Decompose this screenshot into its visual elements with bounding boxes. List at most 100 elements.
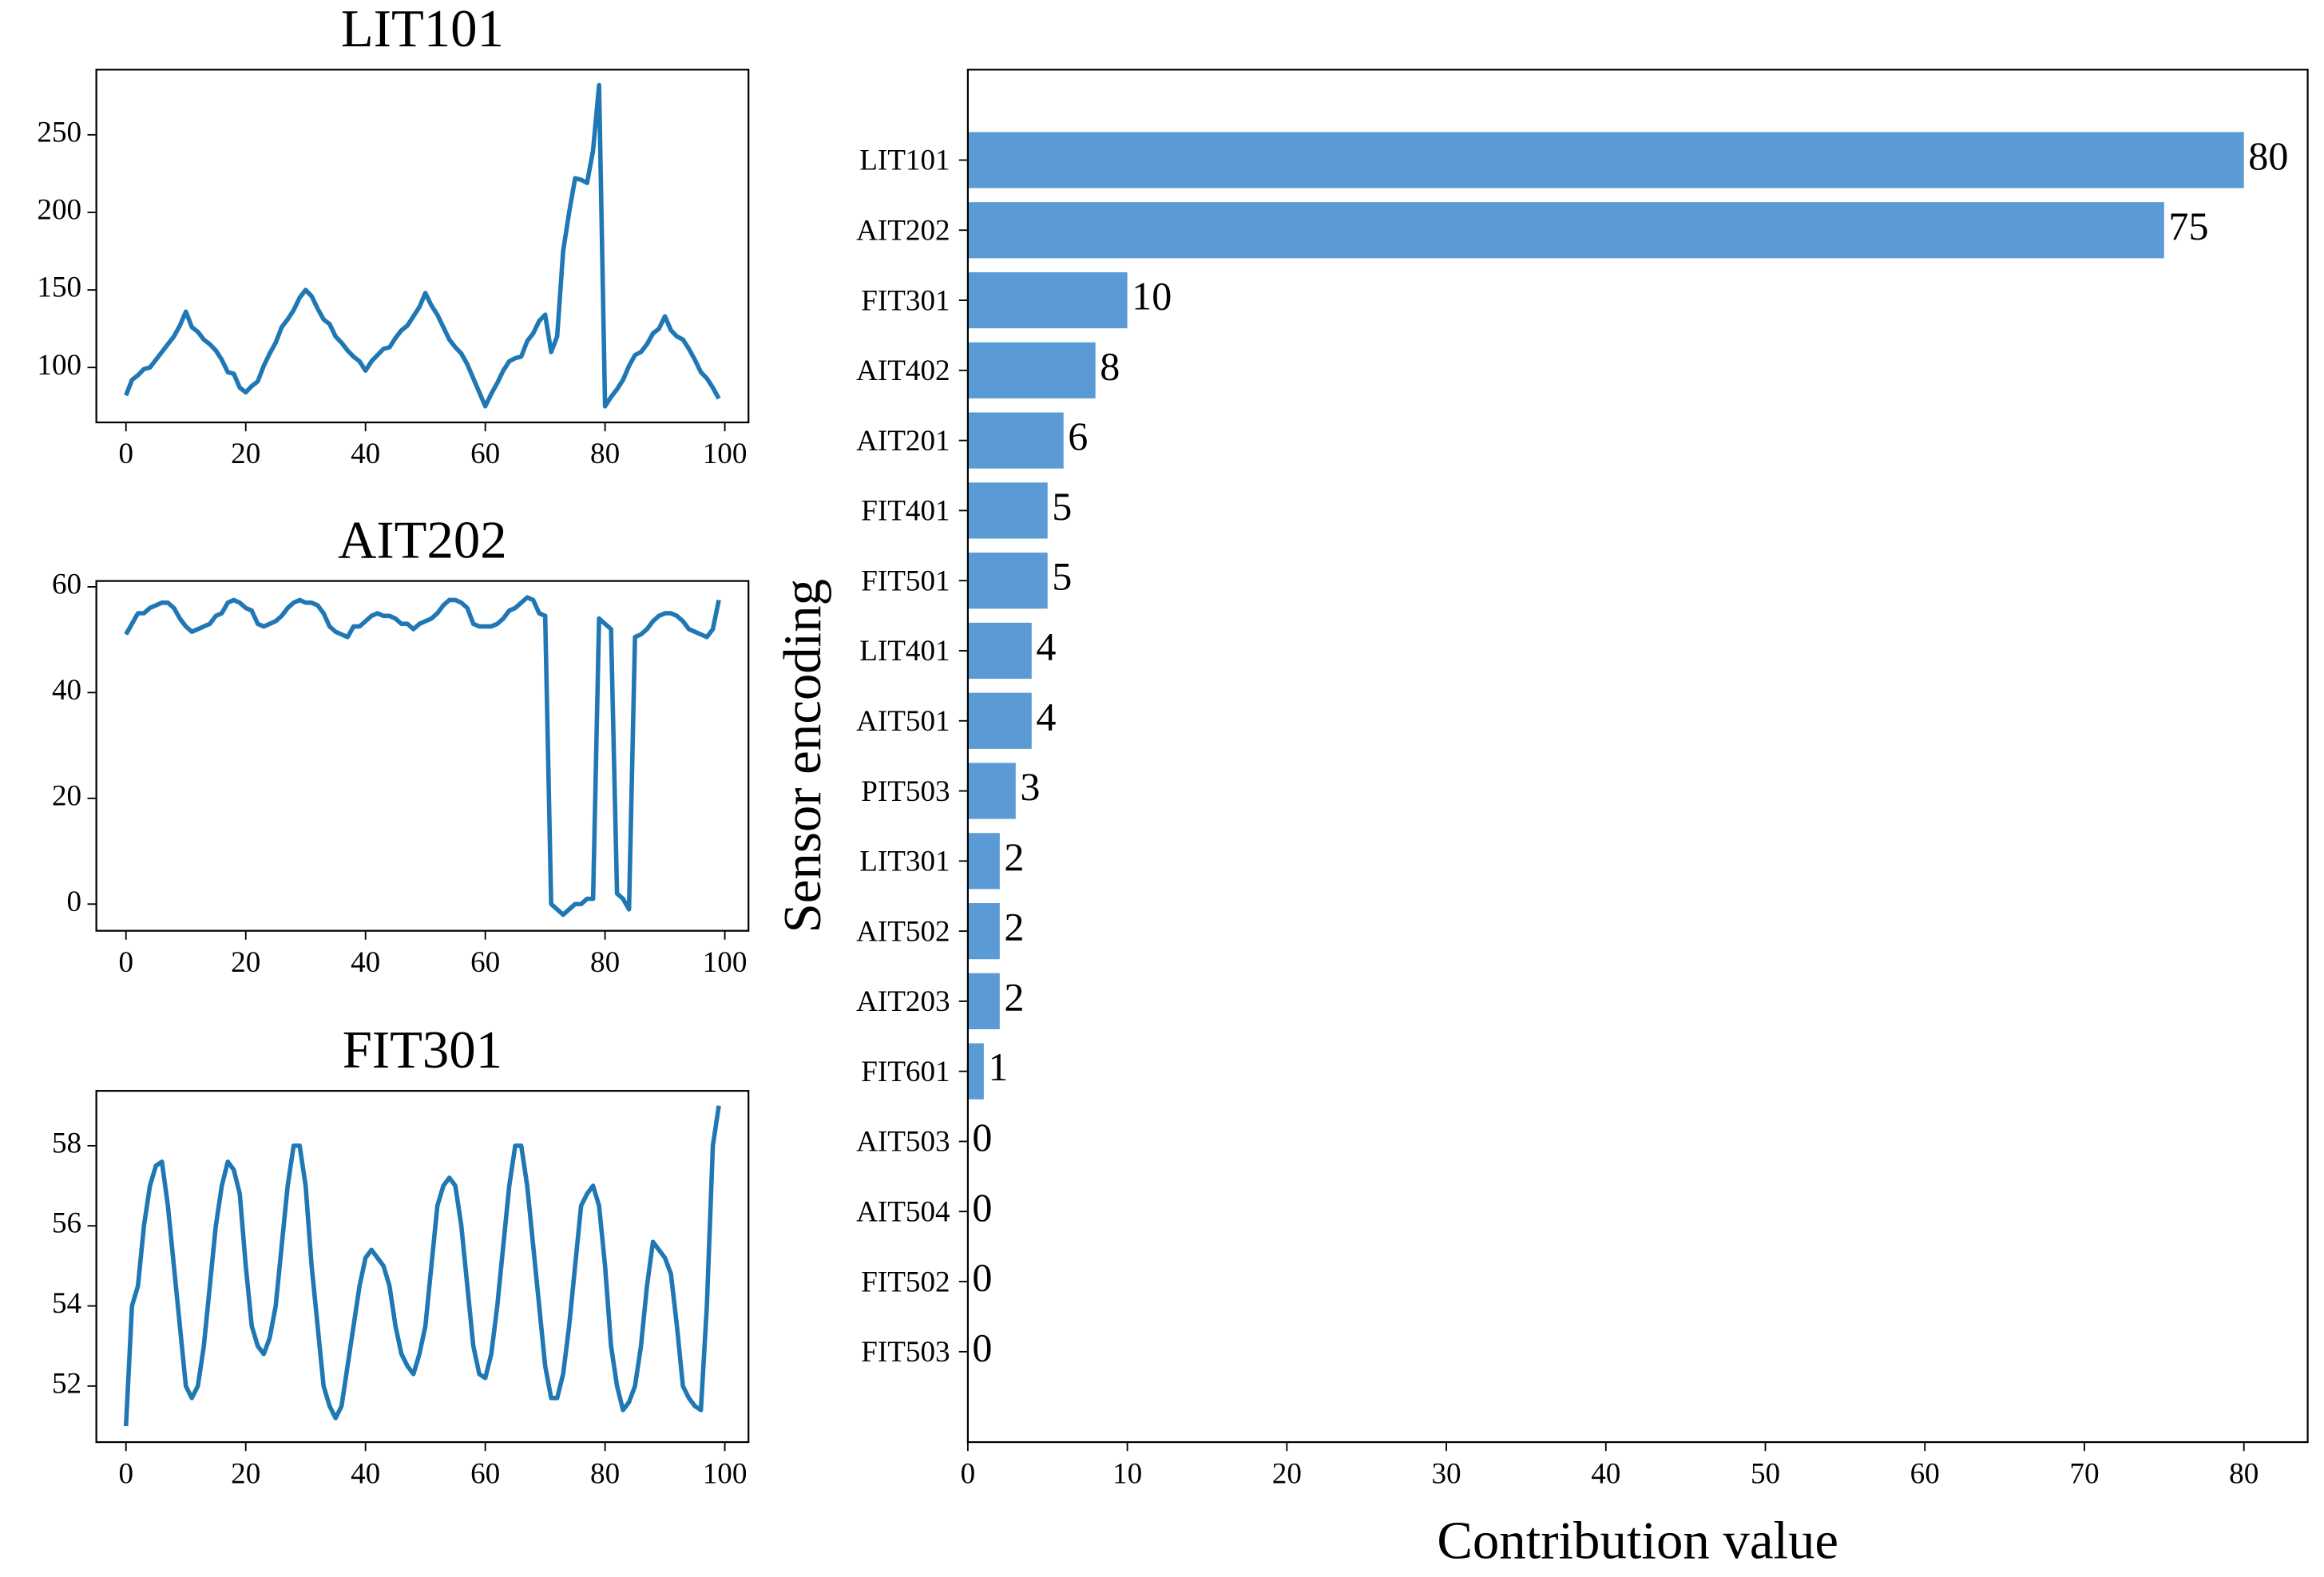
y-tick-label: 20 xyxy=(52,779,81,812)
y-tick-label: 58 xyxy=(52,1127,81,1159)
y-tick-label: 250 xyxy=(37,116,81,149)
y-tick-label: 56 xyxy=(52,1207,81,1240)
x-tick-label: 60 xyxy=(470,1457,500,1490)
category-label: FIT601 xyxy=(861,1056,950,1088)
value-label: 4 xyxy=(1036,694,1056,739)
y-tick-label: 100 xyxy=(37,349,81,382)
category-label: LIT301 xyxy=(859,846,950,878)
category-label: AIT203 xyxy=(856,985,950,1018)
category-label: FIT501 xyxy=(861,565,950,597)
x-tick-label: 80 xyxy=(2229,1457,2259,1490)
y-tick-label: 60 xyxy=(52,568,81,600)
bar xyxy=(967,833,1000,890)
category-label: PIT503 xyxy=(861,775,950,808)
y-tick-label: 54 xyxy=(52,1287,81,1320)
chart-title: FIT301 xyxy=(343,1020,502,1080)
category-label: AIT503 xyxy=(856,1126,950,1159)
bar xyxy=(967,763,1016,819)
x-tick-label: 60 xyxy=(470,438,500,470)
value-label: 0 xyxy=(972,1185,992,1230)
category-label: AIT202 xyxy=(856,214,950,247)
x-tick-label: 40 xyxy=(1591,1457,1620,1490)
bar xyxy=(967,622,1032,680)
category-label: LIT101 xyxy=(859,145,950,177)
value-label: 75 xyxy=(2168,204,2208,248)
x-tick-label: 0 xyxy=(961,1457,976,1490)
x-tick-label: 100 xyxy=(703,946,748,979)
bar xyxy=(967,132,2244,188)
data-line xyxy=(123,1105,721,1427)
y-tick-label: 150 xyxy=(37,271,81,304)
category-label: FIT502 xyxy=(861,1266,950,1298)
value-label: 2 xyxy=(1004,974,1024,1019)
category-label: FIT401 xyxy=(861,495,950,528)
value-label: 10 xyxy=(1132,274,1172,319)
axes-frame xyxy=(966,69,2309,1444)
value-label: 2 xyxy=(1004,834,1024,879)
x-tick-label: 60 xyxy=(470,946,500,979)
category-label: FIT301 xyxy=(861,284,950,317)
x-axis-label: Contribution value xyxy=(1437,1511,1838,1570)
chart-title: AIT202 xyxy=(338,510,506,569)
category-label: LIT401 xyxy=(859,635,950,668)
y-tick-label: 52 xyxy=(52,1367,81,1400)
x-tick-label: 60 xyxy=(1910,1457,1940,1490)
data-line xyxy=(124,82,721,409)
bar xyxy=(967,692,1032,749)
axes-frame xyxy=(95,1090,750,1444)
x-tick-label: 40 xyxy=(351,946,380,979)
value-label: 1 xyxy=(988,1044,1008,1089)
bar xyxy=(967,903,1000,960)
y-tick-label: 40 xyxy=(52,674,81,707)
x-tick-label: 0 xyxy=(118,946,133,979)
x-tick-label: 80 xyxy=(590,946,620,979)
axes-frame xyxy=(95,580,750,932)
x-tick-label: 20 xyxy=(1272,1457,1302,1490)
data-line xyxy=(124,595,721,917)
x-tick-label: 80 xyxy=(590,1457,620,1490)
value-label: 2 xyxy=(1004,905,1024,949)
bar xyxy=(967,202,2164,259)
value-label: 5 xyxy=(1052,554,1072,599)
value-label: 6 xyxy=(1068,414,1088,458)
bar xyxy=(967,1043,984,1100)
bar xyxy=(967,482,1048,539)
category-label: AIT501 xyxy=(856,705,950,738)
bar xyxy=(967,342,1096,398)
category-label: AIT504 xyxy=(856,1195,950,1228)
axes-frame xyxy=(95,69,750,424)
value-label: 5 xyxy=(1052,484,1072,529)
bar xyxy=(967,412,1064,469)
y-axis-label: Sensor encoding xyxy=(773,579,832,933)
value-label: 3 xyxy=(1020,764,1040,809)
category-label: AIT201 xyxy=(856,425,950,458)
value-label: 4 xyxy=(1036,624,1056,668)
x-tick-label: 100 xyxy=(703,1457,748,1490)
x-tick-label: 80 xyxy=(590,438,620,470)
bar xyxy=(967,973,1000,1030)
category-label: AIT402 xyxy=(856,355,950,387)
x-tick-label: 70 xyxy=(2069,1457,2099,1490)
value-label: 0 xyxy=(972,1325,992,1369)
value-label: 8 xyxy=(1100,343,1120,388)
x-tick-label: 10 xyxy=(1112,1457,1142,1490)
value-label: 0 xyxy=(972,1115,992,1159)
category-label: AIT502 xyxy=(856,915,950,948)
x-tick-label: 0 xyxy=(118,438,133,470)
x-tick-label: 20 xyxy=(231,946,260,979)
x-tick-label: 50 xyxy=(1751,1457,1780,1490)
x-tick-label: 40 xyxy=(351,438,380,470)
x-tick-label: 20 xyxy=(231,1457,260,1490)
category-label: FIT503 xyxy=(861,1336,950,1369)
x-tick-label: 20 xyxy=(231,438,260,470)
value-label: 0 xyxy=(972,1255,992,1300)
bar xyxy=(967,553,1048,609)
bar xyxy=(967,271,1128,329)
value-label: 80 xyxy=(2248,133,2288,178)
y-tick-label: 0 xyxy=(67,886,82,918)
chart-title: LIT101 xyxy=(341,0,504,58)
x-tick-label: 30 xyxy=(1432,1457,1461,1490)
y-tick-label: 200 xyxy=(37,193,81,226)
